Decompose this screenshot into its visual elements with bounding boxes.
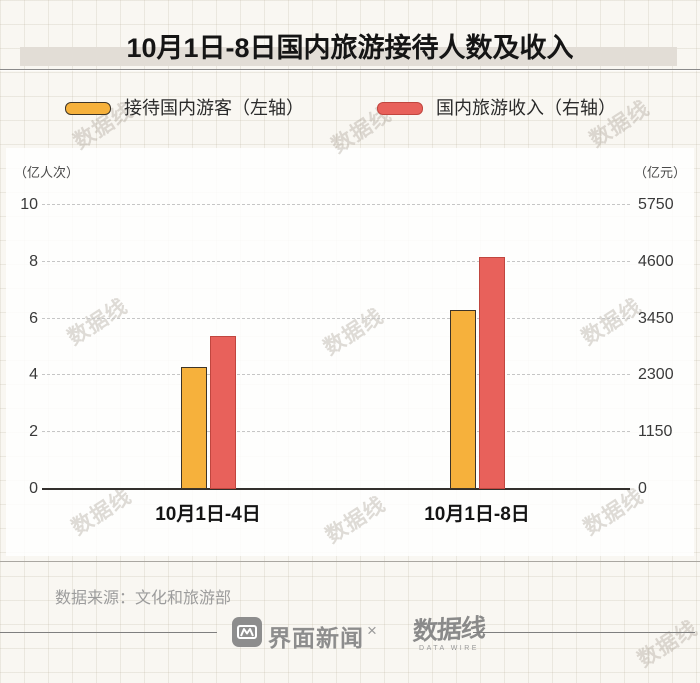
page-title: 10月1日-8日国内旅游接待人数及收入 <box>126 33 574 63</box>
title-divider <box>0 69 700 70</box>
tick-label-right: 1150 <box>638 423 673 441</box>
source-divider <box>0 561 700 562</box>
gridline <box>42 431 630 433</box>
tick-label-left: 6 <box>29 309 38 327</box>
datawire-logo: 数据线 DATA WIRE <box>406 610 492 652</box>
tick-label-left: 8 <box>29 252 38 270</box>
tick-label-right: 4600 <box>638 252 674 270</box>
baseline <box>42 488 630 490</box>
legend-item-tourists: 接待国内游客（左轴） <box>65 96 304 120</box>
tick-label-left: 0 <box>29 480 38 497</box>
bar-tourists <box>450 310 476 489</box>
title-band <box>20 47 677 66</box>
legend-swatch-yellow <box>65 101 111 115</box>
jiemian-logo-icon <box>232 617 262 647</box>
x-axis-label: 10月1日-8日 <box>424 504 530 525</box>
gridline <box>42 260 630 262</box>
legend-swatch-red <box>377 101 423 115</box>
gridline <box>42 317 630 319</box>
bar-income <box>210 335 236 489</box>
gridline <box>42 204 630 205</box>
footer-rule-left <box>0 632 217 633</box>
legend-label-income: 国内旅游收入（右轴） <box>436 98 616 118</box>
source-text: 数据来源：文化和旅游部 <box>55 590 232 607</box>
datawire-sub-text: DATA WIRE <box>419 645 479 652</box>
bar-income <box>479 256 505 489</box>
tick-label-right: 2300 <box>638 366 674 384</box>
gridline <box>42 374 630 376</box>
tick-label-left: 2 <box>29 423 38 441</box>
x-axis-label: 10月1日-4日 <box>155 504 261 525</box>
tick-label-right: 5750 <box>638 196 674 213</box>
tick-label-left: 10 <box>20 196 38 213</box>
datawire-logo-text: 数据线 <box>411 614 486 646</box>
right-axis-unit: （亿元） <box>634 165 687 180</box>
tick-label-right: 0 <box>638 480 647 497</box>
jiemian-brand-text: 界面新闻 <box>268 625 364 651</box>
bar-tourists <box>181 366 207 489</box>
tick-label-left: 4 <box>29 366 38 384</box>
footer-rule-right <box>473 632 695 633</box>
left-axis-unit: （亿人次） <box>14 165 80 180</box>
tick-label-right: 3450 <box>638 309 674 327</box>
legend-label-tourists: 接待国内游客（左轴） <box>124 98 304 118</box>
legend-item-income: 国内旅游收入（右轴） <box>377 96 616 120</box>
footer-separator: × <box>367 621 377 640</box>
